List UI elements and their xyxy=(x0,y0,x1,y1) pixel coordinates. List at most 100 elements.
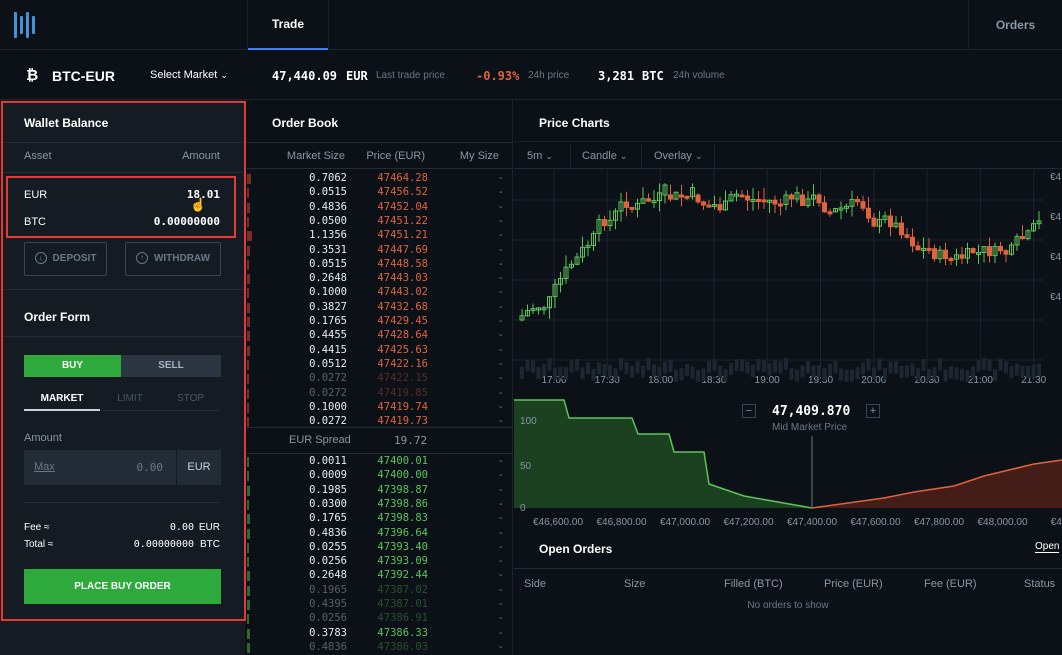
candle-body xyxy=(1036,220,1042,225)
candle-body xyxy=(662,184,668,196)
order-book-row[interactable]: 0.4836 47386.03 - xyxy=(247,641,513,655)
order-size: 0.1965 xyxy=(309,583,347,596)
order-price: 47452.04 xyxy=(377,200,428,213)
volume-bar xyxy=(657,366,662,379)
divider xyxy=(100,410,221,411)
candle-body xyxy=(1003,250,1009,255)
stop-order-tab[interactable]: STOP xyxy=(176,393,205,404)
volume-bar xyxy=(1004,361,1008,374)
order-book-row[interactable]: 0.0272 47419.73 - xyxy=(247,415,513,429)
time-tick-label: 21:00 xyxy=(968,375,993,386)
order-book-row[interactable]: 0.4455 47428.64 - xyxy=(247,329,513,343)
candle-body xyxy=(899,222,904,236)
amount-input[interactable]: Max 0.00 EUR xyxy=(24,450,221,485)
order-book-row[interactable]: 0.7062 47464.28 - xyxy=(247,172,513,186)
tab-orders[interactable]: Orders xyxy=(968,0,1062,50)
chevron-down-icon: ⌄ xyxy=(694,151,703,161)
order-book-row[interactable]: 0.4836 47396.64 - xyxy=(247,527,513,541)
order-size: 0.2648 xyxy=(309,569,347,582)
volume-bar xyxy=(778,361,783,374)
price-change-label: 24h price xyxy=(528,70,570,81)
overlay-select[interactable]: Overlay ⌄ xyxy=(654,150,703,162)
candle-body xyxy=(965,248,970,259)
order-book-row[interactable]: 0.0500 47451.22 - xyxy=(247,215,513,229)
order-book-row[interactable]: 0.0272 47419.85 - xyxy=(247,387,513,401)
order-book-row[interactable]: 0.0515 47456.52 - xyxy=(247,186,513,200)
candle-body xyxy=(750,198,756,202)
order-book-row[interactable]: 0.2648 47392.44 - xyxy=(247,569,513,583)
order-book-row[interactable]: 0.4415 47425.63 - xyxy=(247,344,513,358)
price-header: Price (EUR) xyxy=(366,150,425,162)
total-label-text: Total xyxy=(24,539,46,550)
order-book-row[interactable]: 0.1765 47398.83 - xyxy=(247,512,513,526)
order-book-row[interactable]: 0.1000 47419.74 - xyxy=(247,401,513,415)
chart-style-select[interactable]: Candle ⌄ xyxy=(582,150,627,162)
zoom-in-button[interactable]: + xyxy=(866,404,880,418)
candle-body xyxy=(970,248,976,254)
interval-select[interactable]: 5m ⌄ xyxy=(527,150,553,162)
market-order-tab[interactable]: MARKET xyxy=(40,393,84,404)
order-book-row[interactable]: 0.0515 47448.58 - xyxy=(247,258,513,272)
order-book-row[interactable]: 0.0255 47393.40 - xyxy=(247,541,513,555)
depth-bar xyxy=(247,388,250,399)
order-book-row[interactable]: 0.3531 47447.69 - xyxy=(247,244,513,258)
order-size: 0.0515 xyxy=(309,257,347,270)
deposit-button[interactable]: ↓ DEPOSIT xyxy=(24,242,107,276)
order-book-row[interactable]: 0.0272 47422.15 - xyxy=(247,372,513,386)
order-book-row[interactable]: 0.3783 47386.33 - xyxy=(247,627,513,641)
order-book-row[interactable]: 0.0512 47422.16 - xyxy=(247,358,513,372)
wallet-asset-btc: BTC xyxy=(24,216,46,228)
volume-bar xyxy=(718,365,722,378)
order-book-row[interactable]: 0.1985 47398.87 - xyxy=(247,484,513,498)
order-book-row[interactable]: 0.0256 47386.91 - xyxy=(247,612,513,626)
buy-tab[interactable]: BUY xyxy=(24,355,121,377)
candle-body xyxy=(596,219,602,235)
order-book-row[interactable]: 0.4395 47387.01 - xyxy=(247,598,513,612)
max-link[interactable]: Max xyxy=(34,461,55,473)
order-book-row[interactable]: 0.3827 47432.68 - xyxy=(247,301,513,315)
candle-body xyxy=(871,217,877,227)
order-book-row[interactable]: 0.0256 47393.09 - xyxy=(247,555,513,569)
order-book-row[interactable]: 0.4836 47452.04 - xyxy=(247,201,513,215)
order-price: 47400.01 xyxy=(377,455,428,467)
sell-tab[interactable]: SELL xyxy=(121,355,221,377)
order-size: 0.0255 xyxy=(309,540,347,553)
order-book-row[interactable]: 0.1765 47429.45 - xyxy=(247,315,513,329)
cursor-icon: ☝ xyxy=(190,197,207,212)
order-book-row[interactable]: 0.0009 47400.00 - xyxy=(247,469,513,483)
candle-body xyxy=(695,194,701,203)
candle-body xyxy=(629,206,635,210)
market-size-header: Market Size xyxy=(286,150,345,162)
place-buy-order-button[interactable]: PLACE BUY ORDER xyxy=(24,569,221,604)
volume-bar xyxy=(795,369,799,382)
order-book-row[interactable]: 0.1965 47387.02 - xyxy=(247,584,513,598)
price-tick-label: €4 xyxy=(1050,252,1062,263)
candle-body xyxy=(811,194,816,200)
my-size: - xyxy=(497,598,504,610)
open-orders-tab[interactable]: Open xyxy=(1035,541,1060,553)
order-book-row[interactable]: 0.0011 47400.01 - xyxy=(247,455,513,469)
zoom-out-button[interactable]: − xyxy=(742,404,756,418)
tab-trade[interactable]: Trade xyxy=(247,0,329,50)
divider xyxy=(0,172,246,173)
select-market-dropdown[interactable]: Select Market ⌄ xyxy=(150,69,228,81)
volume-bar xyxy=(844,369,849,382)
depth-x-label: €48,20 xyxy=(1051,517,1062,528)
order-price: 47422.15 xyxy=(377,372,428,385)
order-size: 0.0011 xyxy=(309,455,347,467)
depth-chart[interactable]: 100 50 0 €46,600.00 €46,800.00 €47,000.00 €47,… xyxy=(514,396,1062,530)
order-book-row[interactable]: 1.1356 47451.21 - xyxy=(247,229,513,243)
logo-icon[interactable] xyxy=(14,12,36,38)
order-book-row[interactable]: 0.0300 47398.86 - xyxy=(247,498,513,512)
candle-body xyxy=(948,258,954,262)
order-book-row[interactable]: 0.1000 47443.02 - xyxy=(247,286,513,300)
candlestick-chart[interactable]: 17:0017:3018:0018:3019:0019:3020:0020:30… xyxy=(514,170,1062,400)
depth-x-label: €47,600.00 xyxy=(850,517,900,528)
limit-order-tab[interactable]: LIMIT xyxy=(117,393,143,404)
my-size: - xyxy=(497,512,504,525)
order-book-row[interactable]: 0.2648 47443.03 - xyxy=(247,272,513,286)
order-price: 47398.87 xyxy=(377,483,428,496)
withdraw-button[interactable]: ↑ WITHDRAW xyxy=(125,242,221,276)
candle-body xyxy=(541,307,547,311)
wallet-amount-eur: 18.01 xyxy=(186,188,220,201)
